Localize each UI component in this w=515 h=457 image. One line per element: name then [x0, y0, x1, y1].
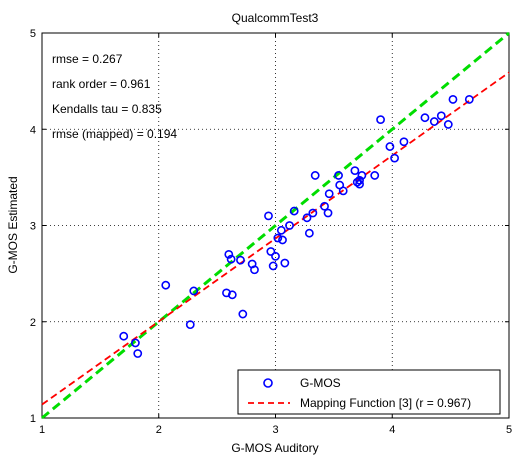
- data-point: [250, 265, 259, 275]
- data-point: [448, 95, 458, 104]
- x-tick-label: 4: [389, 424, 395, 436]
- legend-mapping-label: Mapping Function [3] (r = 0.967): [300, 396, 471, 410]
- data-point: [390, 153, 399, 163]
- data-point: [352, 177, 362, 187]
- data-point: [271, 251, 280, 261]
- ticks: 1 2 3 4 5 1 2 3 4 5: [30, 28, 512, 436]
- data-point: [161, 280, 171, 290]
- x-tick-label: 2: [156, 424, 162, 436]
- data-point: [185, 320, 195, 330]
- data-point: [323, 208, 333, 218]
- legend-gmos-marker: [263, 378, 273, 388]
- data-point: [350, 166, 360, 176]
- data-point: [227, 290, 237, 300]
- y-tick-label: 3: [30, 221, 36, 233]
- data-point: [355, 179, 364, 189]
- data-point: [302, 213, 312, 223]
- data-point: [355, 175, 364, 185]
- annotation-rank-order: rank order = 0.961: [52, 77, 151, 91]
- x-tick-label: 5: [506, 424, 512, 436]
- data-point: [436, 111, 446, 121]
- chart-title: QualcommTest3: [232, 11, 319, 25]
- data-point: [420, 113, 430, 123]
- data-point: [238, 309, 248, 319]
- y-tick-label: 1: [30, 413, 36, 425]
- annotation-rmse-mapped: rmse (mapped) = 0.194: [52, 127, 177, 141]
- series-layer: [41, 31, 510, 420]
- data-point: [376, 115, 385, 125]
- annotation-rmse: rmse = 0.267: [52, 52, 123, 66]
- mapping-function-line: [41, 71, 510, 406]
- data-point: [308, 208, 318, 218]
- data-point: [429, 117, 439, 126]
- data-point: [119, 331, 129, 341]
- data-point: [285, 221, 294, 230]
- diagonal-line: [41, 31, 510, 420]
- data-point: [276, 225, 286, 235]
- data-point: [273, 233, 283, 243]
- data-point: [464, 95, 474, 104]
- legend: G-MOS Mapping Function [3] (r = 0.967): [237, 369, 501, 415]
- data-point: [133, 349, 143, 358]
- data-point: [130, 338, 140, 348]
- data-point: [338, 186, 348, 196]
- y-tick-label: 4: [30, 124, 36, 136]
- y-tick-label: 2: [30, 317, 36, 329]
- y-axis-label: G-MOS Estimated: [6, 176, 20, 273]
- data-point: [289, 206, 299, 216]
- data-point: [268, 261, 278, 271]
- legend-gmos-label: G-MOS: [300, 376, 341, 390]
- data-point: [443, 120, 453, 129]
- x-tick-label: 1: [39, 424, 45, 436]
- data-point: [385, 142, 395, 151]
- data-point: [310, 171, 320, 180]
- x-axis-label: G-MOS Auditory: [231, 441, 318, 455]
- annotation-kendalls-tau: Kendalls tau = 0.835: [52, 102, 162, 116]
- data-point: [280, 258, 290, 268]
- data-point: [320, 201, 329, 211]
- data-point: [266, 247, 276, 256]
- data-point: [370, 171, 380, 180]
- data-point: [304, 228, 314, 238]
- data-point: [224, 249, 234, 259]
- legend-box: [237, 369, 501, 415]
- data-point: [278, 235, 287, 245]
- data-point: [189, 286, 199, 296]
- data-point: [226, 254, 236, 264]
- data-point: [357, 171, 367, 180]
- y-tick-label: 5: [30, 28, 36, 40]
- data-point: [264, 211, 273, 221]
- data-point: [222, 288, 231, 298]
- annotation-box: rmse = 0.267 rank order = 0.961 Kendalls…: [52, 52, 177, 141]
- data-point: [334, 171, 343, 180]
- data-point: [236, 255, 245, 265]
- x-tick-label: 3: [272, 424, 278, 436]
- data-point: [399, 137, 409, 147]
- data-point: [324, 189, 334, 199]
